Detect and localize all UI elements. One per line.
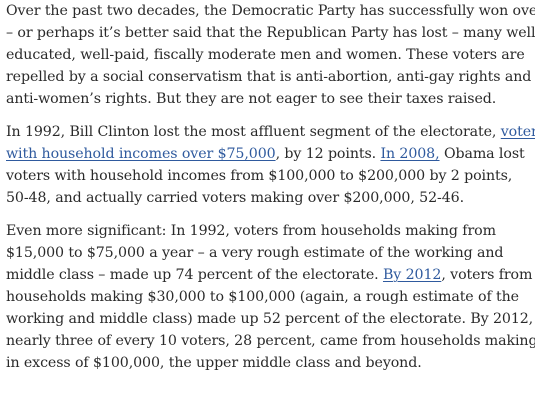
paragraph-line: In 1992, Bill Clinton lost the most affl…	[6, 121, 535, 143]
paragraph-line: – or perhaps it’s better said that the R…	[6, 25, 535, 41]
voters-income-link-part-2[interactable]: with household incomes over $75,000	[6, 146, 276, 162]
paragraph-3: Even more significant: In 1992, voters f…	[6, 220, 535, 374]
paragraph-line: working and middle class) made up 52 per…	[6, 311, 534, 327]
paragraph-line: nearly three of every 10 voters, 28 perc…	[6, 333, 535, 349]
paragraph-text: , voters from	[441, 267, 533, 283]
paragraph-line: with household incomes over $75,000, by …	[6, 143, 535, 165]
paragraph-line: middle class – made up 74 percent of the…	[6, 264, 535, 286]
paragraph-text: , by 12 points.	[275, 146, 381, 162]
paragraph-text: Obama lost	[439, 146, 525, 162]
voters-income-link-part-1[interactable]: voters	[500, 124, 535, 140]
in-2008-link[interactable]: In 2008,	[380, 146, 440, 162]
paragraph-text: middle class – made up 74 percent of the…	[6, 267, 383, 283]
paragraph-line: anti-women’s rights. But they are not ea…	[6, 91, 497, 107]
paragraph-line: voters with household incomes from $100,…	[6, 168, 513, 184]
paragraph-line: educated, well-paid, fiscally moderate m…	[6, 47, 525, 63]
paragraph-line: Even more significant: In 1992, voters f…	[6, 223, 496, 239]
paragraph-line: repelled by a social conservatism that i…	[6, 69, 532, 85]
article-body: Over the past two decades, the Democrati…	[6, 0, 535, 374]
paragraph-line: $15,000 to $75,000 a year – a very rough…	[6, 245, 504, 261]
paragraph-line: in excess of $100,000, the upper middle …	[6, 355, 422, 371]
paragraph-line: households making $30,000 to $100,000 (a…	[6, 289, 519, 305]
paragraph-line: Over the past two decades, the Democrati…	[6, 3, 535, 19]
by-2012-link[interactable]: By 2012	[382, 267, 442, 283]
paragraph-1: Over the past two decades, the Democrati…	[6, 0, 535, 110]
paragraph-line: 50-48, and actually carried voters makin…	[6, 190, 464, 206]
paragraph-2: In 1992, Bill Clinton lost the most affl…	[6, 121, 535, 209]
paragraph-text: In 1992, Bill Clinton lost the most affl…	[6, 124, 501, 140]
